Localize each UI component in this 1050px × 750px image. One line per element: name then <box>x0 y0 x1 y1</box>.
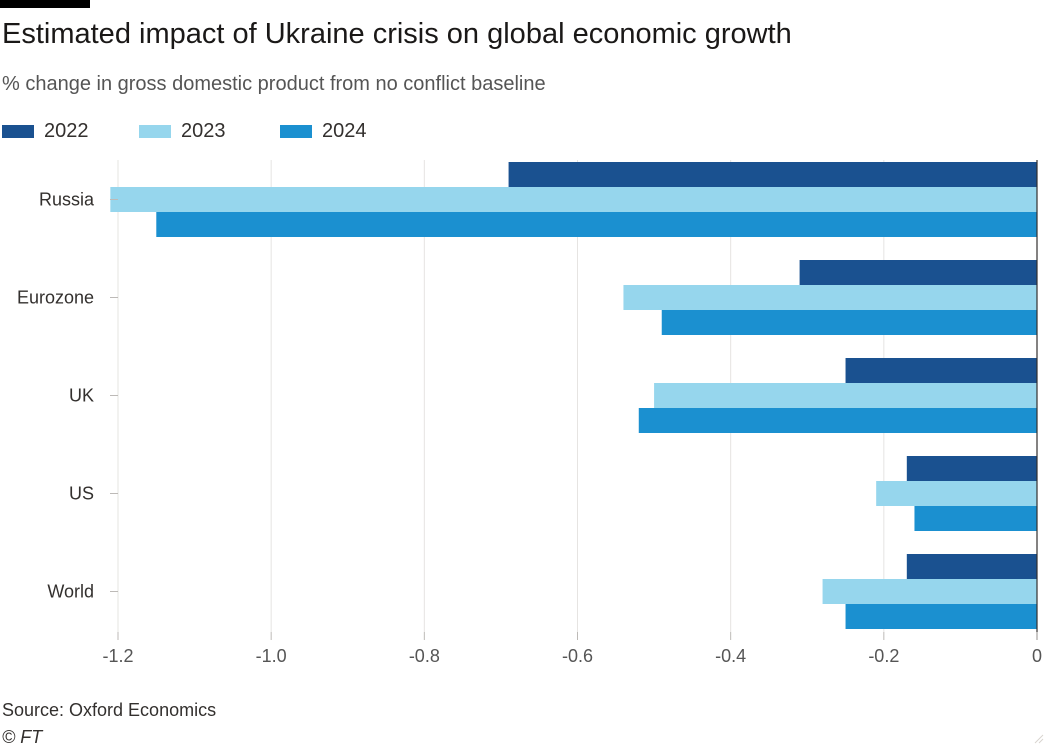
bar-eurozone-2023 <box>623 285 1037 310</box>
legend-swatch-2024 <box>280 125 312 138</box>
bar-russia-2024 <box>156 212 1037 237</box>
source-note: Source: Oxford Economics <box>2 700 217 720</box>
bar-uk-2023 <box>654 383 1037 408</box>
brand-bar <box>0 0 90 8</box>
legend-swatch-2023 <box>139 125 171 138</box>
legend-item-2023: 2023 <box>139 120 226 143</box>
legend-item-2024: 2024 <box>280 120 367 143</box>
category-label-russia: Russia <box>39 190 95 210</box>
category-label-uk: UK <box>69 386 94 406</box>
bar-world-2023 <box>822 579 1037 604</box>
legend-item-2022: 2022 <box>2 120 89 143</box>
category-label-eurozone: Eurozone <box>17 288 94 308</box>
legend-label-2022: 2022 <box>44 120 89 142</box>
chart-title: Estimated impact of Ukraine crisis on gl… <box>2 18 792 50</box>
bar-world-2022 <box>906 554 1037 579</box>
legend-label-2024: 2024 <box>322 120 367 142</box>
x-tick-label: 0 <box>1032 646 1042 666</box>
credit-note: © FT <box>2 727 43 747</box>
bar-us-2024 <box>914 506 1037 531</box>
bar-us-2023 <box>876 481 1037 506</box>
bar-us-2022 <box>906 456 1037 481</box>
bar-uk-2022 <box>845 358 1037 383</box>
bar-russia-2022 <box>508 162 1037 187</box>
chart-subtitle: % change in gross domestic product from … <box>2 73 546 95</box>
x-tick-label: -1.0 <box>256 646 287 666</box>
bar-eurozone-2024 <box>661 310 1037 335</box>
x-tick-label: -0.4 <box>715 646 746 666</box>
x-tick-label: -0.6 <box>562 646 593 666</box>
bar-russia-2023 <box>110 187 1037 212</box>
legend-swatch-2022 <box>2 125 34 138</box>
bar-world-2024 <box>845 604 1037 629</box>
category-label-world: World <box>47 582 94 602</box>
resize-corner-icon <box>1034 734 1044 744</box>
category-label-us: US <box>69 484 94 504</box>
x-tick-label: -1.2 <box>102 646 133 666</box>
x-tick-label: -0.8 <box>409 646 440 666</box>
bar-eurozone-2022 <box>799 260 1037 285</box>
bar-chart: Russia Eurozone UK US World -1.2 -1.0 -0.8 -0.6 -… <box>17 160 1042 666</box>
bar-uk-2024 <box>638 408 1037 433</box>
x-tick-label: -0.2 <box>868 646 899 666</box>
legend-label-2023: 2023 <box>181 120 226 142</box>
